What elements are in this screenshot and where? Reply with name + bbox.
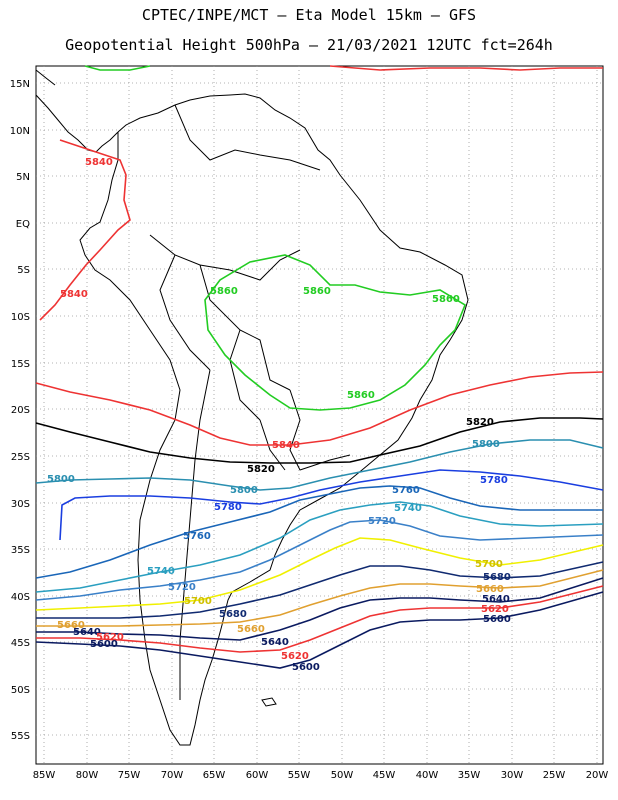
contour-5840-west (39, 139, 131, 321)
lon-label: 85W (33, 770, 56, 781)
country-borders (149, 104, 351, 700)
contour-label-5740: 5740 (147, 566, 175, 577)
contour-label-5800: 5800 (472, 439, 500, 450)
contour-label-5600: 5600 (292, 662, 320, 673)
south-america-west-coast (79, 93, 469, 746)
lon-label: 65W (203, 770, 226, 781)
lat-label: 40S (11, 592, 30, 603)
longitude-labels: 85W 80W 75W 70W 65W 60W 55W 50W 45W 40W … (33, 770, 609, 781)
lon-label: 60W (246, 770, 269, 781)
contour-label-5860: 5860 (432, 294, 460, 305)
contour-5660 (36, 569, 604, 627)
lon-label: 35W (458, 770, 481, 781)
contour-label-5700: 5700 (184, 596, 212, 607)
map-frame (35, 65, 604, 765)
lon-label: 20W (586, 770, 609, 781)
contour-5680 (36, 561, 604, 619)
lon-label: 30W (501, 770, 524, 781)
contour-label-5860: 5860 (210, 286, 238, 297)
contour-5860 (204, 254, 466, 411)
contour-label-5760: 5760 (392, 485, 420, 496)
contour-5620 (36, 585, 604, 653)
contour-label-5840: 5840 (272, 440, 300, 451)
lat-label: EQ (16, 219, 30, 230)
lat-label: 10S (11, 312, 30, 323)
contour-5720 (35, 519, 604, 601)
contour-label-5820: 5820 (466, 417, 494, 428)
contour-label-5640: 5640 (482, 594, 510, 605)
contour-5840 (35, 371, 604, 446)
lat-label: 5S (17, 265, 30, 276)
latitude-labels: 15N 10N 5N EQ 5S 10S 15S 20S 25S 30S 35S… (10, 79, 30, 742)
lon-label: 50W (331, 770, 354, 781)
lat-label: 5N (16, 172, 30, 183)
central-america-coast (35, 69, 119, 153)
contour-label-5660: 5660 (476, 584, 504, 595)
contour-label-5720: 5720 (168, 582, 196, 593)
map-title-line-2: Geopotential Height 500hPa – 21/03/2021 … (65, 36, 553, 54)
contour-label-5720: 5720 (368, 516, 396, 527)
lat-label: 35S (11, 545, 30, 556)
contour-5700 (35, 537, 604, 611)
contour-label-5640: 5640 (261, 637, 289, 648)
coastlines-and-borders (35, 69, 469, 746)
lat-label: 15S (11, 359, 30, 370)
contour-5640 (36, 577, 604, 641)
contour-5820 (35, 417, 604, 464)
lat-label: 25S (11, 452, 30, 463)
lat-label: 55S (11, 731, 30, 742)
falklands-island (261, 697, 277, 707)
contour-label-5860: 5860 (347, 390, 375, 401)
lat-label: 20S (11, 405, 30, 416)
lon-label: 70W (161, 770, 184, 781)
contour-label-5820: 5820 (247, 464, 275, 475)
contour-label-5740: 5740 (394, 503, 422, 514)
map-title-line-1: CPTEC/INPE/MCT – Eta Model 15km – GFS (141, 6, 477, 24)
contour-label-5620: 5620 (281, 651, 309, 662)
lon-label: 55W (288, 770, 311, 781)
contour-label-5620: 5620 (481, 604, 509, 615)
lon-label: 40W (416, 770, 439, 781)
lat-label: 10N (10, 126, 30, 137)
contour-label-5840: 5840 (60, 289, 88, 300)
contour-label-5600: 5600 (90, 639, 118, 650)
lat-label: 50S (11, 685, 30, 696)
contour-label-5680: 5680 (219, 609, 247, 620)
contour-label-5680: 5680 (483, 572, 511, 583)
lat-label: 30S (11, 499, 30, 510)
lon-label: 45W (373, 770, 396, 781)
contour-5780 (59, 469, 604, 541)
contour-label-5800: 5800 (47, 474, 75, 485)
contour-label-5780: 5780 (214, 502, 242, 513)
contour-label-5660: 5660 (57, 620, 85, 631)
contour-5840-top (329, 65, 603, 71)
contour-label-5780: 5780 (480, 475, 508, 486)
lat-label: 15N (10, 79, 30, 90)
lat-label: 45S (11, 638, 30, 649)
graticule (36, 66, 603, 764)
contour-label-5640: 5640 (73, 627, 101, 638)
contour-label-5860: 5860 (303, 286, 331, 297)
contour-5760 (35, 485, 603, 579)
contour-label-5800: 5800 (230, 485, 258, 496)
lon-label: 25W (543, 770, 566, 781)
contour-label-5840: 5840 (85, 157, 113, 168)
lon-label: 80W (76, 770, 99, 781)
contour-5600 (35, 591, 604, 669)
contour-lines (35, 65, 604, 669)
contour-label-5760: 5760 (183, 531, 211, 542)
contour-label-5660: 5660 (237, 624, 265, 635)
contour-5740 (35, 501, 604, 593)
contour-labels: 5860 5860 5860 5860 5840 5840 5840 5820 … (47, 157, 511, 673)
lon-label: 75W (118, 770, 141, 781)
contour-5860-top (84, 65, 151, 71)
contour-5800 (35, 439, 604, 491)
contour-label-5700: 5700 (475, 559, 503, 570)
contour-label-5600: 5600 (483, 614, 511, 625)
contour-label-5620: 5620 (96, 632, 124, 643)
